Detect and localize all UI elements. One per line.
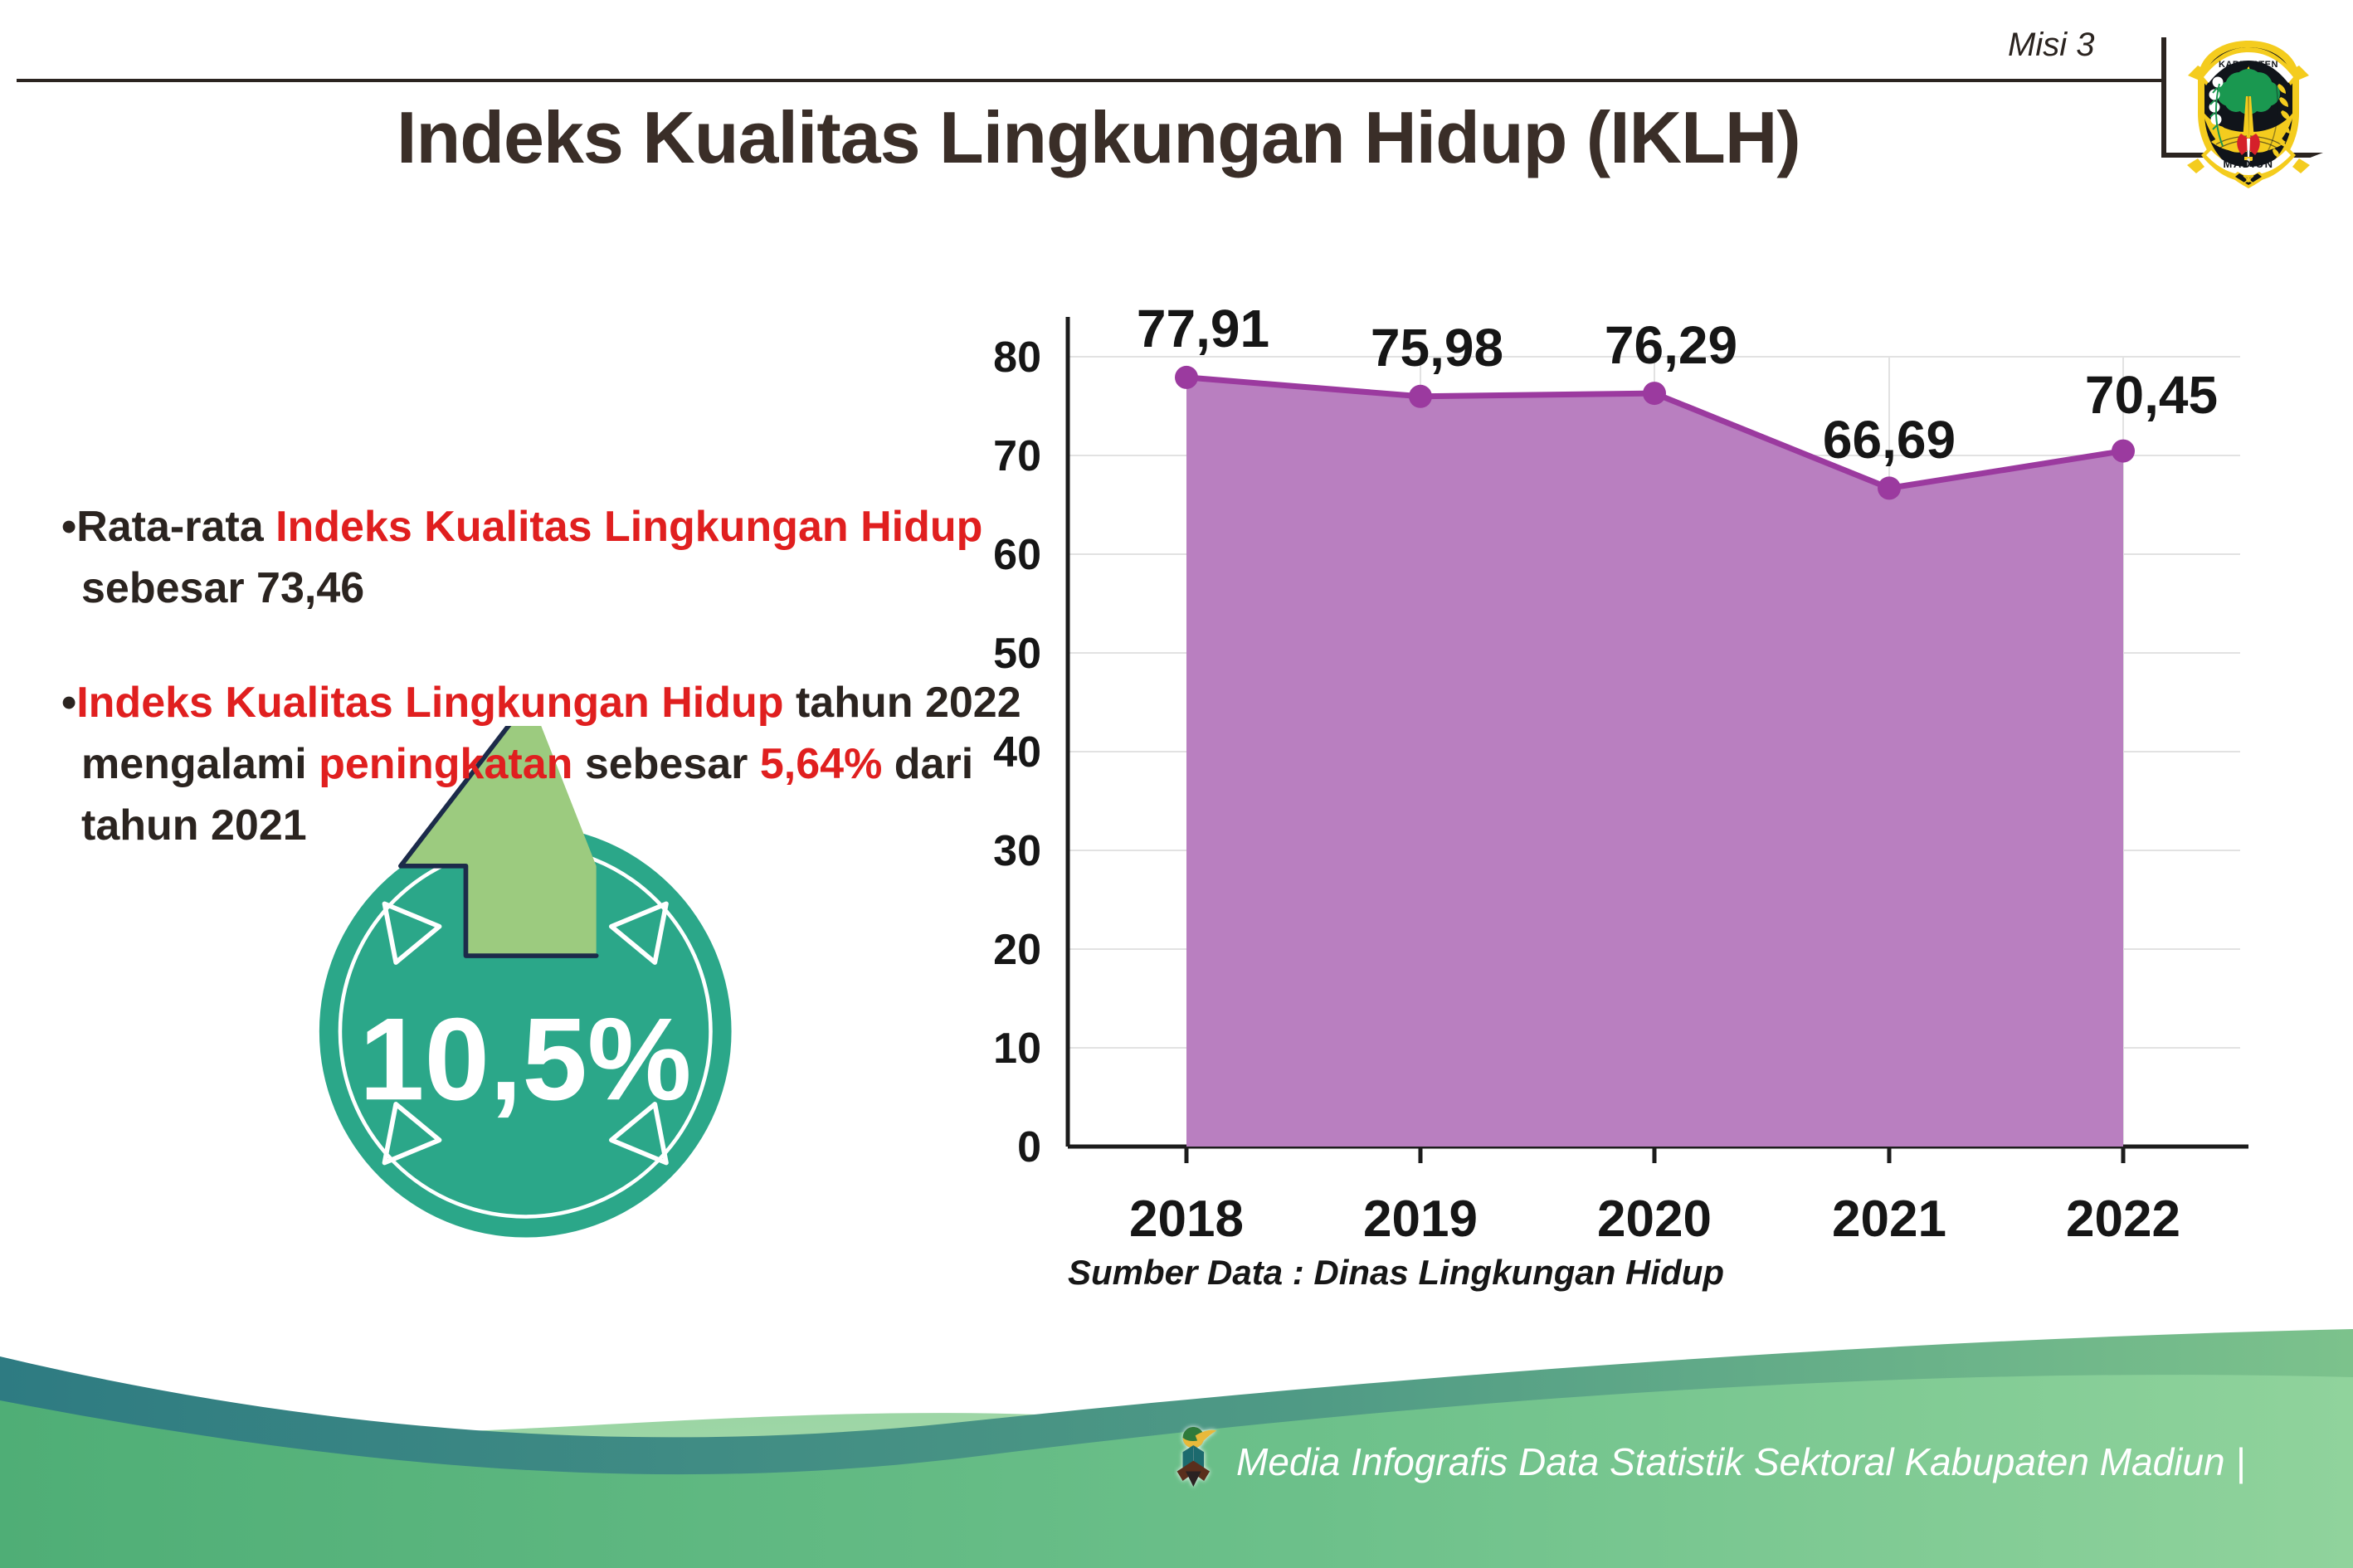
- svg-text:2022: 2022: [2066, 1191, 2180, 1248]
- svg-text:2018: 2018: [1129, 1191, 1244, 1248]
- svg-text:2019: 2019: [1363, 1191, 1478, 1248]
- svg-text:2021: 2021: [1832, 1191, 1946, 1248]
- svg-text:66,69: 66,69: [1823, 410, 1956, 470]
- svg-text:MADIUN: MADIUN: [2224, 158, 2274, 170]
- svg-text:75,98: 75,98: [1371, 318, 1503, 377]
- svg-text:20: 20: [993, 926, 1041, 974]
- svg-text:0: 0: [1017, 1123, 1041, 1171]
- svg-text:76,29: 76,29: [1605, 315, 1737, 375]
- svg-text:Sumber Data : Dinas Lingkungan: Sumber Data : Dinas Lingkungan Hidup: [1068, 1253, 1724, 1292]
- svg-text:2020: 2020: [1597, 1191, 1712, 1248]
- svg-text:80: 80: [993, 334, 1041, 382]
- svg-text:77,91: 77,91: [1137, 299, 1269, 358]
- svg-text:70,45: 70,45: [2085, 365, 2218, 425]
- svg-text:10,5%: 10,5%: [359, 993, 692, 1124]
- svg-text:KABUPATEN: KABUPATEN: [2219, 60, 2278, 70]
- svg-text:50: 50: [993, 630, 1041, 678]
- svg-text:10: 10: [993, 1025, 1041, 1073]
- svg-text:70: 70: [993, 432, 1041, 480]
